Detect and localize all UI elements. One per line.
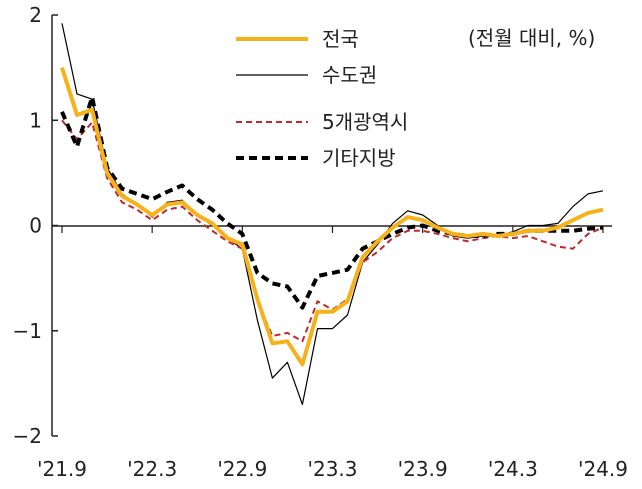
y-tick-label: 0	[29, 214, 42, 238]
x-tick-label: '23.9	[398, 457, 448, 481]
legend-label: 5개광역시	[322, 110, 408, 134]
x-tick-label: '23.3	[307, 457, 357, 481]
series-line-0	[60, 66, 604, 367]
x-tick-label: '24.3	[488, 457, 538, 481]
y-tick-label: 1	[29, 108, 42, 132]
legend-label: 수도권	[322, 63, 377, 87]
series-layer	[60, 23, 604, 405]
x-tick-label: '22.9	[217, 457, 267, 481]
y-ticks: 2 1 0 −1 −2	[13, 3, 58, 448]
legend-label: 기타지방	[322, 146, 396, 170]
y-tick-label: −2	[13, 424, 42, 448]
series-line-1	[61, 23, 604, 405]
y-tick-label: −1	[13, 319, 42, 343]
legend-label: 전국	[322, 27, 359, 51]
x-tick-label: '24.9	[578, 457, 628, 481]
unit-note: (전월 대비, %)	[468, 26, 595, 50]
x-ticks: '21.9 '22.3 '22.9 '23.3 '23.9 '24.3 '24.9	[37, 226, 628, 481]
x-tick-label: '21.9	[37, 457, 87, 481]
x-tick-label: '22.3	[127, 457, 177, 481]
y-tick-label: 2	[29, 3, 42, 27]
